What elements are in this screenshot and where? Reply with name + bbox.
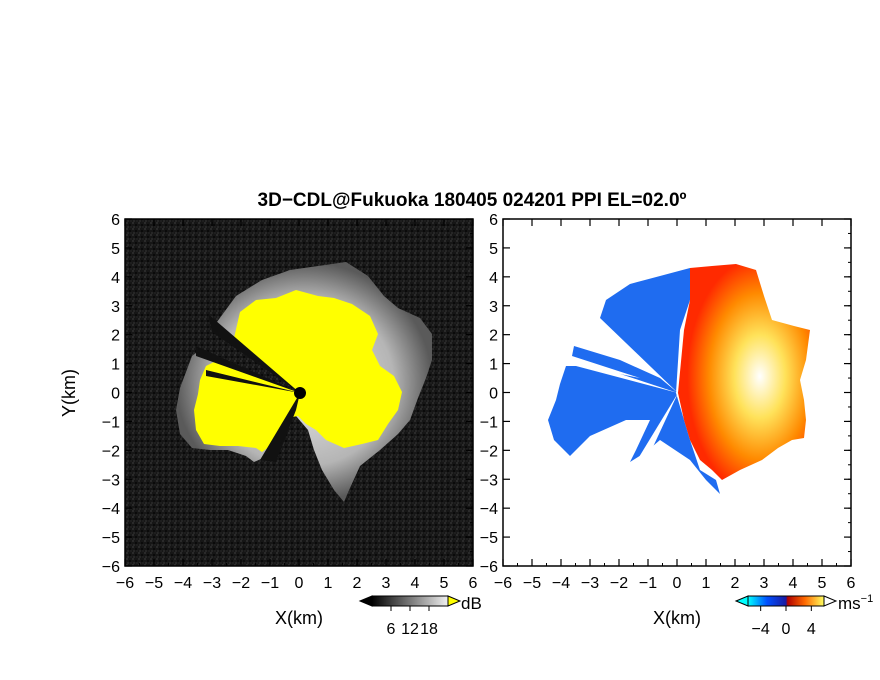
y-tick-label: −4 [480,501,498,518]
y-tick-label: −4 [102,501,120,518]
x-tick-label: −2 [610,575,628,592]
x-tick-label: −6 [116,575,134,592]
x-tick-label: −4 [174,575,192,592]
reflectivity-panel: −6 −5 −4 −3 −2 −1 0 1 2 3 4 5 6 −6 −5 −4 −3 −2 −1 0 1 2 3 4 5 6 X… [59,212,478,628]
velocity-gap-sector [576,360,678,393]
x-tick-label: 5 [818,575,827,592]
reflectivity-colorbar-ramp [371,595,449,607]
colorbar-tick-label: 18 [420,621,438,638]
velocity-panel: −6 −5 −4 −3 −2 −1 0 1 2 3 4 5 6 −6 −5 −4 −3 −2 −1 0 1 2 3 4 5 6 X… [480,212,856,628]
reflectivity-colorbar-arrow-right [447,595,462,607]
y-tick-label: −1 [480,414,498,431]
x-tick-label: 2 [353,575,362,592]
velocity-axes: −6 −5 −4 −3 −2 −1 0 1 2 3 4 5 6 −6 −5 −4 −3 −2 −1 0 1 2 3 4 5 6 [480,212,856,592]
y-tick-label: −6 [480,559,498,576]
y-tick-label: 5 [489,241,498,258]
y-tick-label: 3 [489,299,498,316]
x-tick-label: 0 [295,575,304,592]
y-tick-label: −3 [480,472,498,489]
x-tick-label: −1 [261,575,279,592]
y-tick-label: −5 [480,530,498,547]
colorbar-tick-label: −4 [752,621,770,638]
x-tick-label: 5 [440,575,449,592]
velocity-colorbar-unit-base: ms [838,594,861,613]
x-tick-label: 6 [847,575,856,592]
x-tick-label: −6 [494,575,512,592]
y-tick-label: −3 [102,472,120,489]
y-tick-label: −5 [102,530,120,547]
velocity-xlabel: X(km) [653,608,701,628]
y-tick-label: −2 [480,443,498,460]
x-tick-label: −5 [145,575,163,592]
x-tick-label: −3 [203,575,221,592]
velocity-colorbar-arrow-left [734,595,749,607]
x-tick-label: 2 [731,575,740,592]
y-tick-label: 1 [489,357,498,374]
y-tick-label: 1 [111,357,120,374]
reflectivity-ylabel: Y(km) [59,369,79,417]
velocity-colorbar-unit-exp: −1 [861,593,874,605]
y-tick-label: 2 [111,328,120,345]
y-tick-label: 6 [111,212,120,229]
velocity-colorbar-arrow-right [823,595,838,607]
reflectivity-colorbar-ticks: 6 12 18 [387,606,438,638]
x-tick-label: 3 [382,575,391,592]
x-tick-label: 0 [673,575,682,592]
figure-title: 3D−CDL@Fukuoka 180405 024201 PPI EL=02.0… [258,190,687,211]
reflectivity-blocked-sector [208,314,300,393]
reflectivity-colorbar-unit: dB [461,594,482,613]
x-tick-label: 4 [411,575,420,592]
reflectivity-xlabel: X(km) [275,608,323,628]
y-tick-label: −6 [102,559,120,576]
velocity-gap-sector [636,393,678,462]
x-tick-label: 1 [324,575,333,592]
colorbar-tick-label: 6 [387,621,396,638]
y-tick-label: 0 [489,386,498,403]
velocity-colorbar-ramp [747,595,825,607]
x-tick-label: 1 [702,575,711,592]
reflectivity-colorbar-arrow-left [358,595,373,607]
reflectivity-colorbar: 6 12 18 dB [358,594,482,638]
velocity-colorbar-unit: ms−1 [838,593,873,613]
x-tick-label: 4 [789,575,798,592]
x-tick-label: −4 [552,575,570,592]
x-tick-label: −2 [232,575,250,592]
y-tick-label: 0 [111,386,120,403]
x-tick-label: −1 [639,575,657,592]
colorbar-tick-label: 4 [807,621,816,638]
reflectivity-axes: −6 −5 −4 −3 −2 −1 0 1 2 3 4 5 6 −6 −5 −4 −3 −2 −1 0 1 2 3 4 5 6 [102,212,478,592]
velocity-colorbar: −4 0 4 ms−1 [734,593,873,638]
reflectivity-blocked-sector [260,393,300,462]
reflectivity-blocked-sector [196,346,300,393]
y-tick-label: −1 [102,414,120,431]
colorbar-tick-label: 0 [782,621,791,638]
x-tick-label: −5 [523,575,541,592]
reflectivity-blocked-sector [206,370,300,393]
colorbar-tick-label: 12 [401,621,419,638]
y-tick-label: 2 [489,328,498,345]
y-tick-label: 6 [489,212,498,229]
x-tick-label: −3 [581,575,599,592]
velocity-colorbar-ticks: −4 0 4 [752,606,816,638]
y-tick-label: 4 [489,270,498,287]
x-tick-label: 6 [469,575,478,592]
reflectivity-yellow-core [194,290,402,452]
radar-site-marker [294,387,306,399]
x-tick-label: 3 [760,575,769,592]
y-tick-label: 3 [111,299,120,316]
y-tick-label: 4 [111,270,120,287]
y-tick-label: −2 [102,443,120,460]
velocity-recede-region [678,264,810,480]
y-tick-label: 5 [111,241,120,258]
